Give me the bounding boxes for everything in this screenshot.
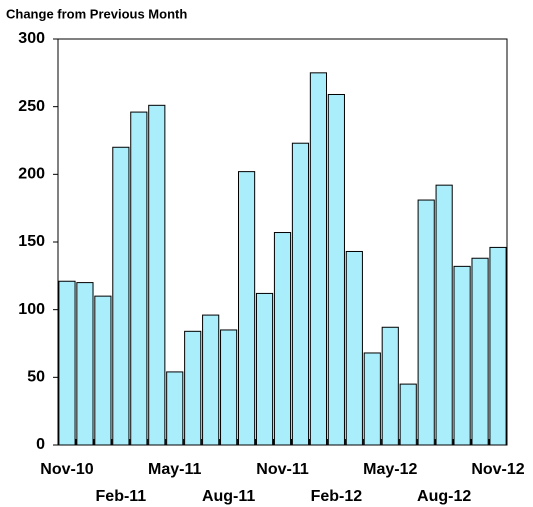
y-tick-label: 100 bbox=[18, 301, 45, 318]
bar bbox=[237, 171, 256, 446]
x-tick-label: May-12 bbox=[363, 461, 417, 478]
bar bbox=[273, 232, 292, 446]
bar bbox=[130, 111, 148, 446]
bar bbox=[489, 246, 507, 446]
bar bbox=[291, 142, 310, 446]
bar bbox=[184, 330, 202, 446]
bar bbox=[471, 257, 489, 446]
x-tick-label: Aug-12 bbox=[417, 488, 471, 505]
y-tick-label: 250 bbox=[18, 98, 45, 115]
x-tick-label: Nov-10 bbox=[40, 461, 93, 478]
bar bbox=[417, 199, 435, 446]
bar bbox=[148, 104, 166, 446]
bar bbox=[399, 383, 417, 446]
y-tick-label: 0 bbox=[36, 436, 45, 453]
bar bbox=[363, 352, 381, 446]
x-tick-label: Feb-11 bbox=[96, 488, 147, 505]
bar bbox=[327, 93, 345, 446]
y-tick-label: 300 bbox=[18, 30, 45, 47]
x-tick-label: May-11 bbox=[148, 461, 201, 478]
bar bbox=[76, 282, 94, 446]
x-tick-label: Feb-12 bbox=[311, 488, 363, 505]
bar bbox=[345, 250, 363, 446]
bar bbox=[94, 295, 112, 446]
bar bbox=[255, 292, 274, 446]
bar bbox=[453, 265, 471, 446]
bar bbox=[202, 314, 220, 446]
y-tick-label: 50 bbox=[27, 369, 45, 386]
x-tick-label: Aug-11 bbox=[202, 488, 255, 505]
y-tick-label: 150 bbox=[18, 233, 45, 250]
bar bbox=[58, 280, 76, 446]
x-tick-label: Nov-12 bbox=[471, 461, 524, 478]
bar bbox=[309, 72, 328, 446]
bar bbox=[435, 184, 453, 446]
chart-subtitle: Change from Previous Month bbox=[6, 6, 187, 21]
bar bbox=[112, 146, 130, 446]
y-tick-label: 200 bbox=[18, 166, 45, 183]
x-tick-label: Nov-11 bbox=[256, 461, 309, 478]
bar bbox=[166, 371, 184, 446]
bar bbox=[381, 326, 399, 446]
bar bbox=[220, 329, 238, 446]
